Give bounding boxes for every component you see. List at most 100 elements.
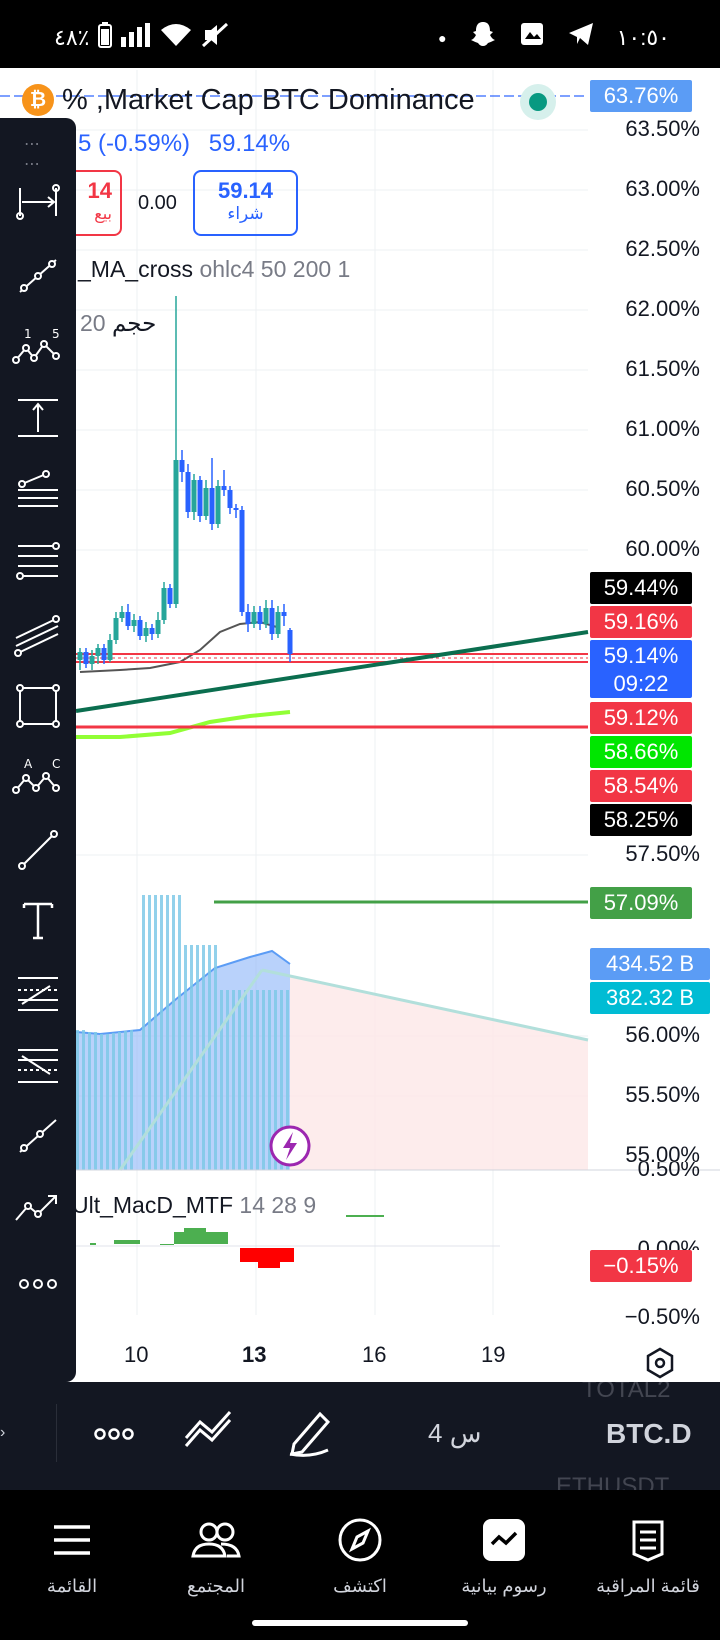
time-tick: 16 [362,1342,387,1367]
price-tag-top: 63.76% [590,80,692,112]
price-tick: 62.00% [625,296,700,321]
compass-icon [288,1510,432,1570]
chart-settings-icon[interactable] [638,1340,682,1384]
candle-body [191,480,197,512]
volume-indicator-label[interactable]: 20 حجم [80,310,156,337]
clock: ١٠:٥٠ [616,24,670,50]
nav-watchlist[interactable]: قائمة المراقبة [576,1510,720,1597]
volume-tag: 434.52 B [590,948,710,980]
mute-icon [201,22,229,54]
nav-menu[interactable]: القائمة [0,1510,144,1597]
gallery-icon [519,21,545,54]
candle-body [185,472,191,512]
chart-toolbar: › [0,1382,720,1490]
macd-indicator-label[interactable]: Ult_MacD_MTF 14 28 9 [72,1192,316,1219]
trend-line-tool-icon[interactable] [10,248,66,304]
price-tag: 59.16% [590,606,692,638]
sell-label: بيع [94,206,112,223]
symbol-current[interactable]: BTC.D [606,1418,692,1449]
chart-icon [432,1510,576,1570]
snapchat-icon [469,20,497,55]
battery-percent: ٤٨٪ [54,25,90,50]
draw-button[interactable] [284,1404,336,1458]
expand-arrow-icon[interactable]: › [0,1424,6,1441]
change-text: 5 (-0.59%) [78,130,191,157]
parallel-channel-tool-icon[interactable] [10,606,66,662]
candle-body [83,652,89,664]
nav-label: قائمة المراقبة [596,1576,700,1596]
candle-body [155,620,161,634]
short-position-tool-icon[interactable] [10,1036,66,1092]
chart-canvas[interactable] [0,68,720,1380]
macd-tag: −0.15% [590,1250,692,1282]
macd-tick: 0.50% [637,1162,700,1176]
candle-body [251,612,257,624]
nav-charts[interactable]: رسوم بيانية [432,1510,576,1597]
candle-body [143,628,149,636]
macd-indicator-params: 14 28 9 [239,1192,317,1218]
candle-body [149,628,155,634]
candle-body [167,588,173,604]
community-icon [144,1510,288,1570]
ma-indicator-label[interactable]: _MA_cross ohlc4 50 200 1 [78,256,350,283]
bottom-nav: قائمة المراقبة رسوم بيانية اكتشف المجتمع… [0,1490,720,1640]
indicators-button[interactable] [182,1408,234,1458]
signal-icon [121,23,151,53]
macd-indicator-name: Ult_MacD_MTF [72,1192,234,1218]
candle-body [221,486,227,490]
time-tick: 10 [124,1342,149,1367]
measure-tool-icon[interactable] [10,174,66,230]
candle-body [173,460,179,604]
time-tick: 19 [481,1342,506,1367]
price-tick: 56.00% [625,1022,700,1047]
candle-body [203,488,209,516]
buy-label: شراء [227,204,264,223]
chart-title[interactable]: % ,Market Cap BTC Dominance [62,84,475,116]
buy-button[interactable]: 59.14 شراء [193,170,298,236]
price-tick: 60.00% [625,536,700,561]
telegram-icon [567,21,595,54]
pencil-icon [289,1411,331,1457]
price-tick: 55.50% [625,1082,700,1107]
price-change: 5 (-0.59%) 59.14% [78,130,302,158]
current-price-tag: 59.14% 09:22 [590,640,692,698]
line-tool-icon[interactable] [10,822,66,878]
buy-price: 59.14 [217,178,274,203]
price-range-tool-icon[interactable] [10,390,66,446]
symbol-next[interactable]: ETHUSDT [556,1473,670,1490]
candle-body [107,640,113,660]
rectangle-tool-icon[interactable] [10,678,66,734]
home-indicator[interactable] [252,1620,468,1626]
more-options-button[interactable] [88,1412,140,1456]
sell-price: 14 [87,178,112,203]
candle-body [233,508,239,510]
price-tag: 58.25% [590,804,692,836]
candle-body [89,656,95,664]
sell-button[interactable]: 14 بيع [60,170,122,236]
drag-handle-icon[interactable]: ⋯ ⋯ [24,136,42,173]
ray-tool-icon[interactable] [10,1108,66,1164]
divider [56,1404,57,1462]
nav-community[interactable]: المجتمع [144,1510,288,1597]
more-tools-icon[interactable] [10,1256,66,1312]
timeframe-selector[interactable]: 4 س [428,1418,482,1448]
volume-indicator-name: حجم [111,310,157,336]
pitchfork-tool-icon[interactable] [10,460,66,516]
bar-countdown: 09:22 [613,671,669,696]
long-position-tool-icon[interactable] [10,964,66,1020]
fib-retracement-tool-icon[interactable] [10,532,66,588]
text-tool-icon[interactable] [10,892,66,948]
svg-text:C: C [52,757,60,771]
nav-explore[interactable]: اكتشف [288,1510,432,1597]
price-tag: 59.12% [590,702,692,734]
candle-body [179,460,185,472]
symbol-prev[interactable]: TOTAL2 [582,1382,671,1403]
chart-area[interactable] [0,68,720,1380]
candle-body [215,486,221,524]
svg-text:5: 5 [52,327,60,341]
candle-body [161,588,167,620]
forecast-tool-icon[interactable] [10,1178,66,1234]
